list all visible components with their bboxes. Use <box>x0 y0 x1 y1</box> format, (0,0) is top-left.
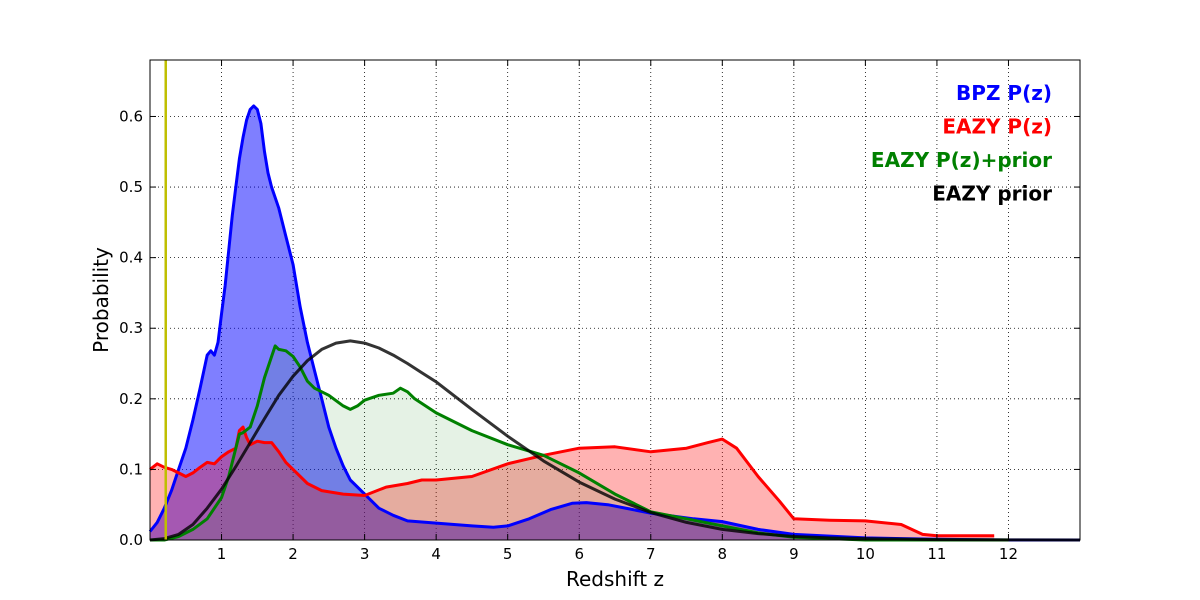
x-tick-label: 2 <box>288 545 298 563</box>
plot-frame <box>149 59 1081 541</box>
grid <box>150 60 1080 540</box>
y-tick-label: 0.1 <box>119 460 143 478</box>
legend-entry-eazy-p-z-prior: EAZY P(z)+prior <box>871 148 1052 172</box>
legend-entry-eazy-p-z: EAZY P(z) <box>942 115 1052 139</box>
x-tick-label: 12 <box>999 545 1018 563</box>
axis-ticks: 1 2 3 4 5 6 7 8 9 10 11 120.00.10.20.30.40.50.6 <box>119 60 1080 563</box>
y-tick-label: 0.3 <box>119 319 143 337</box>
series-fill-bpz-p-z <box>150 105 1080 541</box>
x-tick-label: 9 <box>789 545 799 563</box>
y-tick-label: 0.0 <box>119 531 143 549</box>
x-tick-label: 6 <box>574 545 584 563</box>
x-tick-label: 4 <box>431 545 441 563</box>
x-tick-label: 3 <box>360 545 370 563</box>
series-lines <box>148 104 1081 542</box>
series-line-bpz-p-z <box>148 104 1080 542</box>
x-axis-label: Redshift z <box>566 567 664 591</box>
y-tick-label: 0.6 <box>119 107 143 125</box>
x-tick-label: 10 <box>856 545 875 563</box>
series-line-eazy-p-z-prior <box>150 344 1009 542</box>
x-tick-label: 8 <box>718 545 728 563</box>
series-line-eazy-prior <box>149 339 1081 542</box>
x-tick-label: 7 <box>646 545 656 563</box>
legend-entry-bpz-p-z: BPZ P(z) <box>956 81 1052 105</box>
series-line-eazy-p-z <box>149 425 995 538</box>
series-fill-eazy-p-z-prior <box>150 345 1009 540</box>
series-fills <box>150 105 1080 541</box>
series-fill-eazy-p-z <box>150 427 995 540</box>
y-tick-label: 0.5 <box>119 178 143 196</box>
legend: BPZ P(z) EAZY P(z) EAZY P(z)+prior EAZY pri… <box>871 81 1052 206</box>
x-tick-label: 5 <box>503 545 513 563</box>
y-axis-label: Probability <box>89 247 113 353</box>
y-tick-label: 0.2 <box>119 390 143 408</box>
x-tick-label: 1 <box>217 545 227 563</box>
x-tick-label: 11 <box>927 545 946 563</box>
legend-entry-eazy-prior: EAZY prior <box>932 182 1052 206</box>
y-tick-label: 0.4 <box>119 249 143 267</box>
